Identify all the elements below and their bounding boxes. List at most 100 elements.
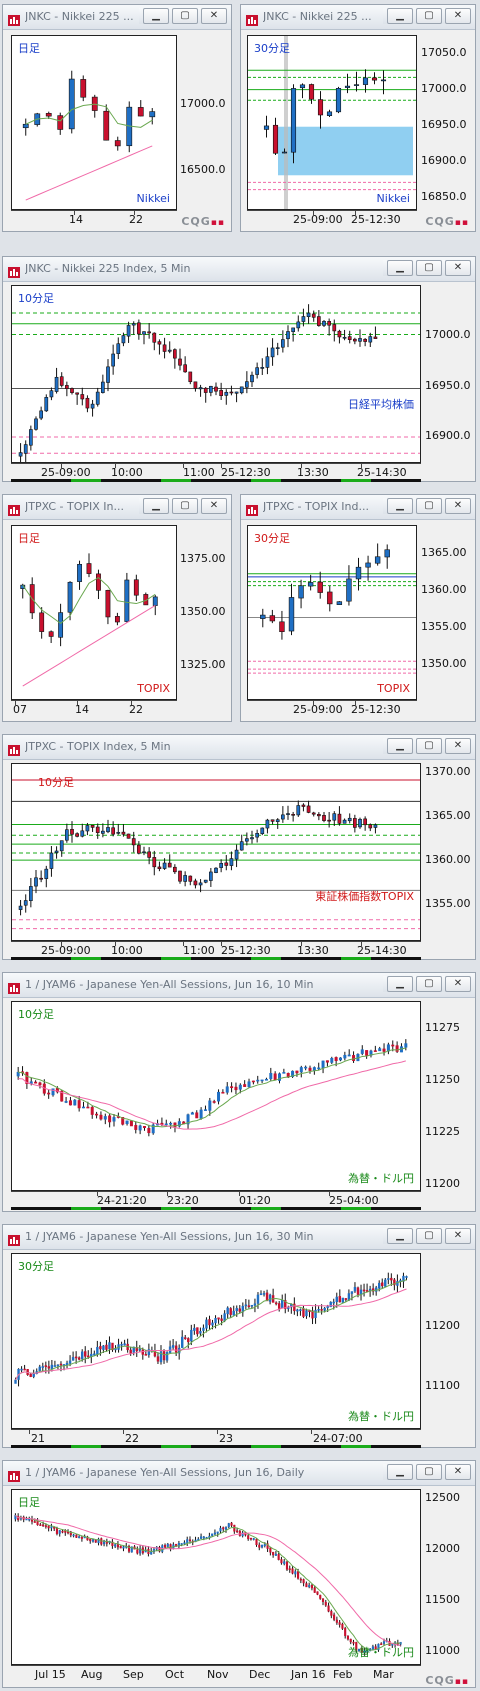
candle-body <box>282 1072 286 1074</box>
chart-plot-area[interactable]: 30分足 Nikkei <box>247 35 417 210</box>
maximize-button[interactable]: ▢ <box>416 498 442 514</box>
close-button[interactable]: ✕ <box>201 8 227 24</box>
candle-body <box>96 1346 99 1355</box>
candle-body <box>80 394 85 400</box>
time-label: 10:00 <box>111 466 143 479</box>
candle-body <box>342 336 347 339</box>
title-bar[interactable]: 1 / JYAM6 - Japanese Yen-All Sessions, J… <box>3 973 475 998</box>
candle-body <box>212 1101 216 1103</box>
candle-body <box>324 1601 327 1606</box>
chart-plot-area[interactable]: 日足 TOPIX <box>11 525 177 700</box>
candle-body <box>147 851 151 858</box>
minimize-button[interactable]: ▁ <box>387 260 413 276</box>
candle-body <box>336 601 343 605</box>
candle-body <box>313 1587 316 1593</box>
close-button[interactable]: ✕ <box>445 1464 471 1480</box>
title-bar[interactable]: 1 / JYAM6 - Japanese Yen-All Sessions, J… <box>3 1225 475 1250</box>
candle-body <box>343 1054 347 1059</box>
session-bar <box>11 957 421 960</box>
close-button[interactable]: ✕ <box>445 738 471 754</box>
close-button[interactable]: ✕ <box>445 260 471 276</box>
minimize-button[interactable]: ▁ <box>387 738 413 754</box>
candle-body <box>219 863 223 868</box>
minimize-button[interactable]: ▁ <box>387 976 413 992</box>
candle-body <box>299 1578 302 1581</box>
title-bar[interactable]: JTPXC - TOPIX Index, 5 Min ▁ ▢ ✕ <box>3 735 475 760</box>
maximize-button[interactable]: ▢ <box>416 738 442 754</box>
candle-body <box>80 1351 84 1360</box>
candle-body <box>287 1307 290 1309</box>
price-label: 16900.0 <box>425 429 471 442</box>
minimize-button[interactable]: ▁ <box>143 8 169 24</box>
title-bar[interactable]: JNKC - Nikkei 225 ... ▁ ▢ ✕ <box>241 5 475 30</box>
symbol-watermark: TOPIX <box>137 682 170 695</box>
candle-body <box>157 866 162 870</box>
candle-body <box>245 381 249 388</box>
candle-body <box>362 1289 366 1292</box>
candle-body <box>317 99 324 116</box>
nikkei-daily-window: JNKC - Nikkei 225 ... ▁ ▢ ✕ 日足 Nikkei 1700… <box>2 4 232 232</box>
candle-body <box>84 1351 87 1357</box>
candle-body <box>68 1100 72 1106</box>
time-axis: 25-09:00 10:00 11:00 25-12:30 13:30 25-1… <box>11 463 421 482</box>
candle-body <box>36 1521 39 1526</box>
close-button[interactable]: ✕ <box>445 8 471 24</box>
candle-body <box>291 1568 294 1574</box>
time-label: 25-14:30 <box>357 466 407 479</box>
time-label: 13:30 <box>297 466 329 479</box>
title-bar[interactable]: JNKC - Nikkei 225 ... ▁ ▢ ✕ <box>3 5 231 30</box>
maximize-button[interactable]: ▢ <box>172 498 198 514</box>
minimize-button[interactable]: ▁ <box>387 498 413 514</box>
candle-body <box>384 1279 387 1287</box>
maximize-button[interactable]: ▢ <box>416 260 442 276</box>
chart-plot-area[interactable]: 日足 為替・ドル円 <box>11 1489 421 1665</box>
candle-body <box>347 817 352 822</box>
chart-plot-area[interactable]: 日足 Nikkei <box>11 35 177 210</box>
candle-body <box>405 1276 408 1278</box>
candle-body <box>353 818 357 828</box>
candle-body <box>256 1294 260 1304</box>
chart-plot-area[interactable]: 10分足 日経平均株価 <box>11 285 421 463</box>
price-label: 16950.0 <box>421 118 467 131</box>
candle-body <box>229 1308 232 1315</box>
maximize-button[interactable]: ▢ <box>172 8 198 24</box>
candle-body <box>269 1072 273 1080</box>
title-bar[interactable]: JTPXC - TOPIX Ind... ▁ ▢ ✕ <box>241 495 475 520</box>
maximize-button[interactable]: ▢ <box>416 976 442 992</box>
price-label: 17000.0 <box>180 97 226 110</box>
maximize-button[interactable]: ▢ <box>416 1464 442 1480</box>
minimize-button[interactable]: ▁ <box>387 8 413 24</box>
minimize-button[interactable]: ▁ <box>387 1228 413 1244</box>
close-button[interactable]: ✕ <box>201 498 227 514</box>
title-bar[interactable]: 1 / JYAM6 - Japanese Yen-All Sessions, J… <box>3 1461 475 1486</box>
candle-body <box>317 316 321 326</box>
title-bar[interactable]: JNKC - Nikkei 225 Index, 5 Min ▁ ▢ ✕ <box>3 257 475 282</box>
candle-body <box>121 831 126 835</box>
time-label: 25-12:30 <box>351 703 401 716</box>
candle-body <box>236 1530 239 1533</box>
candle-body <box>152 596 158 606</box>
candle-body <box>273 1073 277 1081</box>
time-label: 25-09:00 <box>293 213 343 226</box>
candle-body <box>23 900 28 906</box>
time-axis: 25-09:00 25-12:30 <box>247 700 417 719</box>
chart-plot-area[interactable]: 10分足 為替・ドル円 <box>11 1001 421 1191</box>
maximize-button[interactable]: ▢ <box>416 8 442 24</box>
time-axis: 24-21:20 23:20 01:20 25-04:00 <box>11 1191 421 1210</box>
chart-plot-area[interactable]: 30分足 為替・ドル円 <box>11 1253 421 1429</box>
candle-body <box>344 1298 348 1300</box>
candle-body <box>319 1594 322 1599</box>
close-button[interactable]: ✕ <box>445 976 471 992</box>
candle-body <box>327 591 333 605</box>
minimize-button[interactable]: ▁ <box>387 1464 413 1480</box>
chart-plot-area[interactable]: 30分足 TOPIX <box>247 525 417 700</box>
close-button[interactable]: ✕ <box>445 498 471 514</box>
candle-body <box>213 1532 216 1535</box>
candle-body <box>302 1579 305 1584</box>
candle-body <box>264 1078 268 1081</box>
close-button[interactable]: ✕ <box>445 1228 471 1244</box>
chart-plot-area[interactable]: 10分足 東証株価指数TOPIX <box>11 763 421 941</box>
maximize-button[interactable]: ▢ <box>416 1228 442 1244</box>
minimize-button[interactable]: ▁ <box>143 498 169 514</box>
title-bar[interactable]: JTPXC - TOPIX In... ▁ ▢ ✕ <box>3 495 231 520</box>
